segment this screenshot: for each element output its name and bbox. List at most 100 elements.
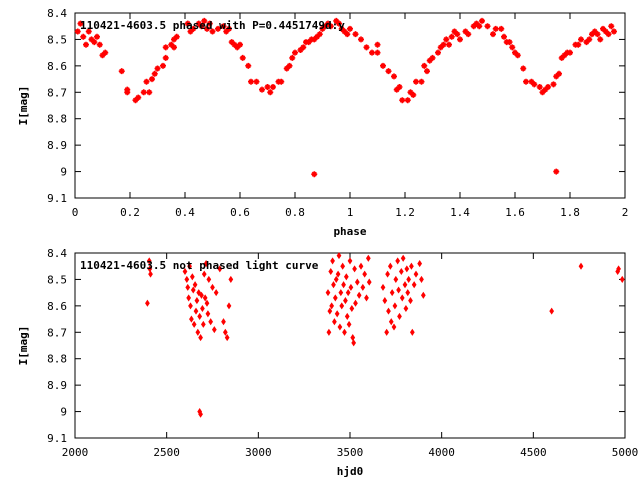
data-point (160, 62, 166, 69)
data-point (602, 28, 609, 35)
data-point (80, 33, 87, 40)
top-x-tick-label: 1.6 (505, 206, 525, 219)
data-point (358, 36, 364, 43)
data-point (420, 291, 426, 299)
data-point (195, 20, 202, 27)
data-point (223, 28, 230, 35)
data-point (399, 97, 406, 104)
data-point (509, 44, 516, 51)
top-series-0 (74, 17, 364, 178)
data-point (365, 254, 371, 262)
data-point (413, 78, 419, 85)
top-x-tick-label: 0.4 (175, 206, 195, 219)
top-x-tick-label: 1 (347, 206, 354, 219)
bottom-y-tick-label: 8.9 (47, 379, 67, 392)
data-point (226, 302, 232, 310)
bottom-y-tick-label: 9.1 (47, 432, 67, 445)
data-point (248, 78, 254, 85)
top-x-axis-label: phase (333, 225, 366, 238)
bottom-x-tick-label: 2500 (153, 446, 180, 459)
data-point (410, 91, 417, 98)
data-point (196, 289, 202, 297)
data-point (350, 334, 356, 342)
data-point (334, 310, 340, 318)
data-point (322, 23, 329, 30)
top-x-tick-label: 0.8 (285, 206, 305, 219)
data-point (85, 28, 92, 35)
data-point (143, 78, 150, 85)
data-point (208, 318, 214, 326)
data-point (366, 278, 372, 286)
bottom-y-tick-label: 8.4 (47, 247, 67, 260)
data-point (336, 20, 342, 27)
data-point (408, 297, 413, 305)
data-point (337, 323, 343, 331)
data-point (305, 39, 312, 46)
data-point (162, 54, 169, 61)
data-point (222, 328, 228, 336)
data-point (492, 25, 499, 32)
data-point (404, 265, 410, 273)
data-point (605, 31, 612, 38)
data-point (198, 334, 203, 342)
data-point (148, 270, 153, 278)
data-point (102, 49, 109, 56)
data-point (171, 36, 177, 43)
data-point (520, 65, 527, 72)
data-point (556, 70, 562, 77)
data-point (162, 44, 169, 51)
data-point (531, 81, 538, 88)
data-point (213, 289, 219, 297)
data-point (437, 44, 444, 51)
data-point (253, 78, 260, 85)
data-point (360, 283, 366, 291)
data-point (184, 20, 191, 27)
data-point (353, 299, 358, 307)
data-point (344, 31, 351, 38)
data-point (200, 320, 206, 328)
data-point (189, 273, 195, 281)
data-point (188, 302, 193, 310)
data-point (237, 41, 243, 48)
data-point (523, 78, 529, 85)
data-point (206, 275, 212, 283)
data-point (333, 17, 340, 24)
data-point (479, 17, 485, 24)
data-point (234, 44, 241, 51)
data-point (413, 270, 419, 278)
data-point (332, 294, 338, 302)
data-point (382, 297, 388, 305)
data-point (358, 262, 364, 270)
data-point (94, 33, 100, 40)
data-point (339, 302, 345, 310)
bottom-y-tick-label: 8.5 (47, 273, 67, 286)
data-point (549, 307, 555, 315)
data-point (608, 23, 615, 30)
data-point (448, 33, 455, 40)
data-point (388, 318, 394, 326)
data-point (506, 39, 513, 46)
data-point (374, 41, 381, 48)
data-point (319, 25, 326, 32)
bottom-x-tick-label: 4500 (520, 446, 547, 459)
data-point (118, 68, 125, 75)
top-series-1 (363, 17, 617, 175)
data-point (558, 54, 565, 61)
data-point (575, 41, 582, 48)
data-point (228, 39, 235, 46)
data-point (193, 307, 199, 315)
top-y-axis-label: I[mag] (17, 86, 30, 126)
top-plot-frame (74, 12, 626, 199)
data-point (542, 86, 549, 93)
data-point (199, 291, 204, 299)
data-point (215, 25, 221, 32)
data-point (209, 28, 216, 35)
data-point (393, 275, 399, 283)
data-point (194, 297, 200, 305)
data-point (336, 252, 342, 260)
data-point (342, 328, 347, 336)
data-point (187, 28, 194, 35)
top-y-tick-label: 8.5 (47, 33, 67, 46)
data-point (239, 54, 246, 61)
data-point (374, 49, 381, 56)
